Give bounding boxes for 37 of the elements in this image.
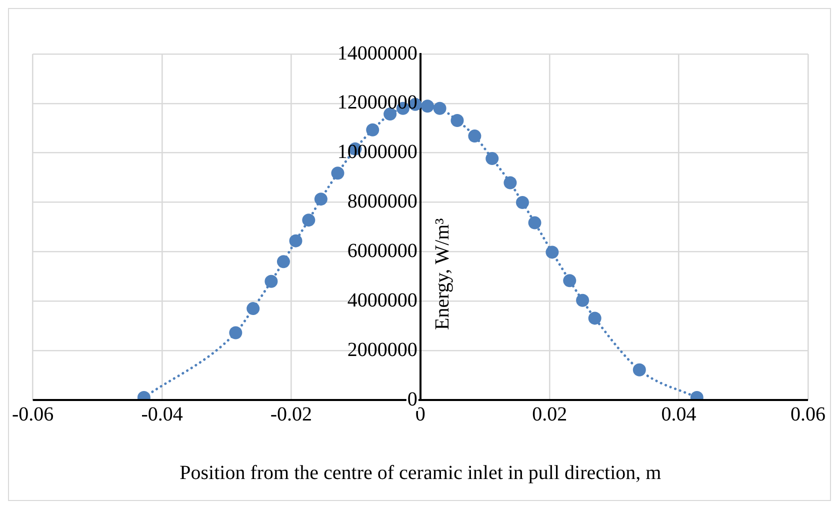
point: [528, 216, 542, 230]
x-tick-label: -0.04: [141, 403, 183, 426]
point: [516, 196, 529, 210]
point: [433, 102, 446, 115]
point: [302, 214, 316, 227]
point: [504, 176, 517, 190]
point: [576, 294, 590, 307]
point: [421, 100, 434, 113]
point: [588, 312, 602, 325]
point: [289, 234, 302, 248]
point: [486, 152, 499, 166]
point: [229, 326, 242, 340]
x-tick-label: 0.06: [790, 403, 826, 426]
y-tick-label: 10000000: [337, 141, 418, 164]
point: [314, 192, 328, 206]
point: [546, 246, 559, 259]
point: [468, 130, 482, 143]
y-tick-label: 6000000: [347, 240, 418, 262]
point: [276, 255, 290, 268]
point: [450, 114, 464, 127]
point: [264, 274, 278, 288]
x-tick-label: -0.06: [12, 403, 54, 426]
y-axis-title: Energy, W/m³: [431, 218, 454, 330]
x-tick-label: 0.04: [661, 403, 696, 426]
point: [632, 363, 646, 376]
x-axis-title: Position from the centre of ceramic inlet in pull direction, m: [180, 462, 662, 484]
y-tick-label: 0: [407, 388, 418, 410]
point: [563, 274, 576, 288]
y-tick-label: 8000000: [347, 190, 418, 213]
point: [246, 302, 260, 316]
x-tick-label: -0.02: [270, 403, 312, 426]
point: [331, 166, 344, 180]
x-tick-label: 0.02: [532, 403, 568, 426]
y-tick-label: 4000000: [347, 289, 418, 312]
y-tick-label: 2000000: [347, 338, 418, 361]
y-tick-label: 14000000: [337, 42, 418, 64]
point: [366, 123, 380, 136]
